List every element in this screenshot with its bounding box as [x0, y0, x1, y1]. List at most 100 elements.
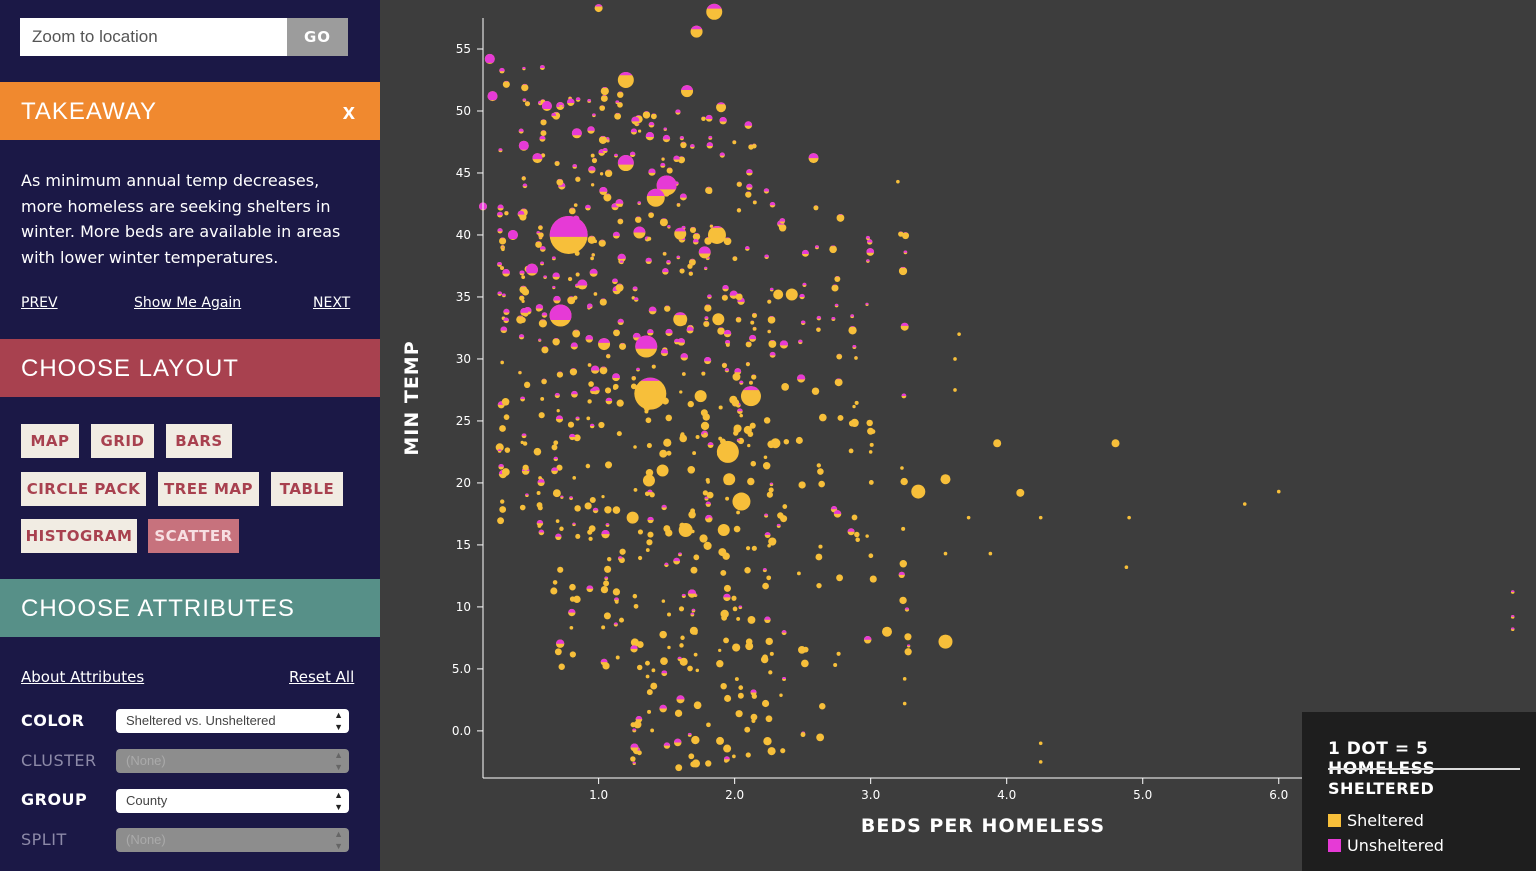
data-dot[interactable]: [691, 608, 696, 613]
data-dot[interactable]: [503, 308, 510, 316]
data-dot[interactable]: [666, 260, 671, 265]
data-dot[interactable]: [744, 121, 753, 129]
data-dot[interactable]: [737, 692, 744, 699]
data-dot[interactable]: [650, 682, 658, 690]
data-dot[interactable]: [707, 225, 726, 244]
data-dot[interactable]: [569, 433, 576, 441]
data-dot[interactable]: [590, 153, 595, 158]
data-dot[interactable]: [536, 491, 541, 495]
data-dot[interactable]: [868, 553, 874, 559]
data-dot[interactable]: [723, 473, 736, 486]
data-dot[interactable]: [680, 141, 687, 149]
data-dot[interactable]: [708, 135, 713, 140]
data-dot[interactable]: [899, 596, 907, 605]
data-dot[interactable]: [660, 162, 666, 168]
data-dot[interactable]: [852, 344, 857, 349]
data-dot[interactable]: [645, 660, 650, 666]
data-dot[interactable]: [619, 342, 627, 350]
data-dot[interactable]: [768, 537, 777, 546]
data-dot[interactable]: [601, 625, 606, 630]
data-dot[interactable]: [619, 548, 626, 555]
data-dot[interactable]: [745, 546, 751, 551]
data-dot[interactable]: [768, 339, 777, 348]
data-dot[interactable]: [677, 156, 686, 164]
data-dot[interactable]: [615, 655, 620, 660]
data-dot[interactable]: [569, 583, 576, 591]
data-dot[interactable]: [764, 532, 771, 539]
data-dot[interactable]: [651, 364, 656, 369]
data-dot[interactable]: [783, 438, 790, 445]
data-dot[interactable]: [587, 99, 592, 103]
data-dot[interactable]: [645, 132, 655, 141]
data-dot[interactable]: [573, 203, 578, 207]
data-dot[interactable]: [747, 443, 751, 448]
data-dot[interactable]: [699, 534, 708, 543]
data-dot[interactable]: [599, 172, 604, 176]
data-dot[interactable]: [667, 612, 672, 617]
data-dot[interactable]: [745, 752, 751, 758]
data-dot[interactable]: [692, 238, 699, 245]
data-dot[interactable]: [612, 588, 621, 596]
data-dot[interactable]: [587, 306, 591, 310]
data-dot[interactable]: [690, 612, 695, 617]
data-dot[interactable]: [704, 304, 712, 312]
data-dot[interactable]: [497, 228, 503, 234]
data-dot[interactable]: [692, 451, 697, 456]
data-dot[interactable]: [630, 756, 636, 762]
data-dot[interactable]: [602, 147, 608, 154]
data-dot[interactable]: [662, 251, 667, 256]
data-dot[interactable]: [538, 338, 542, 342]
data-dot[interactable]: [630, 722, 636, 728]
layout-map-button[interactable]: MAP: [21, 424, 79, 458]
data-dot[interactable]: [704, 266, 708, 271]
data-dot[interactable]: [834, 276, 841, 282]
data-dot[interactable]: [556, 464, 563, 471]
data-dot[interactable]: [782, 677, 787, 681]
data-dot[interactable]: [647, 531, 654, 538]
data-dot[interactable]: [750, 460, 757, 467]
data-dot[interactable]: [767, 316, 776, 324]
data-dot[interactable]: [553, 456, 559, 462]
data-dot[interactable]: [538, 529, 545, 536]
data-dot[interactable]: [504, 447, 511, 453]
data-dot[interactable]: [705, 760, 712, 767]
data-dot[interactable]: [719, 117, 727, 125]
data-dot[interactable]: [598, 135, 607, 144]
data-dot[interactable]: [855, 537, 860, 543]
data-dot[interactable]: [766, 575, 772, 581]
data-dot[interactable]: [681, 593, 686, 598]
reset-all-link[interactable]: Reset All: [289, 668, 355, 686]
data-dot[interactable]: [666, 450, 672, 456]
data-dot[interactable]: [770, 438, 781, 449]
data-dot[interactable]: [765, 637, 773, 646]
data-dot[interactable]: [541, 378, 547, 385]
data-dot[interactable]: [732, 256, 738, 262]
data-dot[interactable]: [896, 179, 900, 184]
data-dot[interactable]: [724, 694, 732, 702]
data-dot[interactable]: [768, 670, 773, 675]
data-dot[interactable]: [681, 85, 694, 98]
data-dot[interactable]: [705, 501, 711, 507]
data-dot[interactable]: [800, 320, 806, 326]
data-dot[interactable]: [588, 381, 594, 387]
data-dot[interactable]: [725, 496, 730, 501]
data-dot[interactable]: [854, 356, 858, 360]
data-dot[interactable]: [854, 400, 859, 405]
data-dot[interactable]: [732, 754, 736, 759]
data-dot[interactable]: [642, 474, 655, 487]
data-dot[interactable]: [599, 186, 608, 196]
data-dot[interactable]: [829, 245, 837, 254]
data-dot[interactable]: [776, 523, 781, 528]
color-select[interactable]: Sheltered vs. Unsheltered ▲ ▼: [116, 709, 349, 733]
data-dot[interactable]: [571, 390, 578, 398]
data-dot[interactable]: [615, 283, 624, 292]
data-dot[interactable]: [1038, 515, 1043, 520]
data-dot[interactable]: [1276, 489, 1281, 494]
data-dot[interactable]: [567, 276, 573, 282]
data-dot[interactable]: [938, 634, 953, 649]
data-dot[interactable]: [733, 424, 742, 433]
data-dot[interactable]: [702, 490, 708, 496]
data-dot[interactable]: [729, 395, 738, 404]
data-dot[interactable]: [836, 574, 843, 582]
data-dot[interactable]: [716, 102, 727, 113]
